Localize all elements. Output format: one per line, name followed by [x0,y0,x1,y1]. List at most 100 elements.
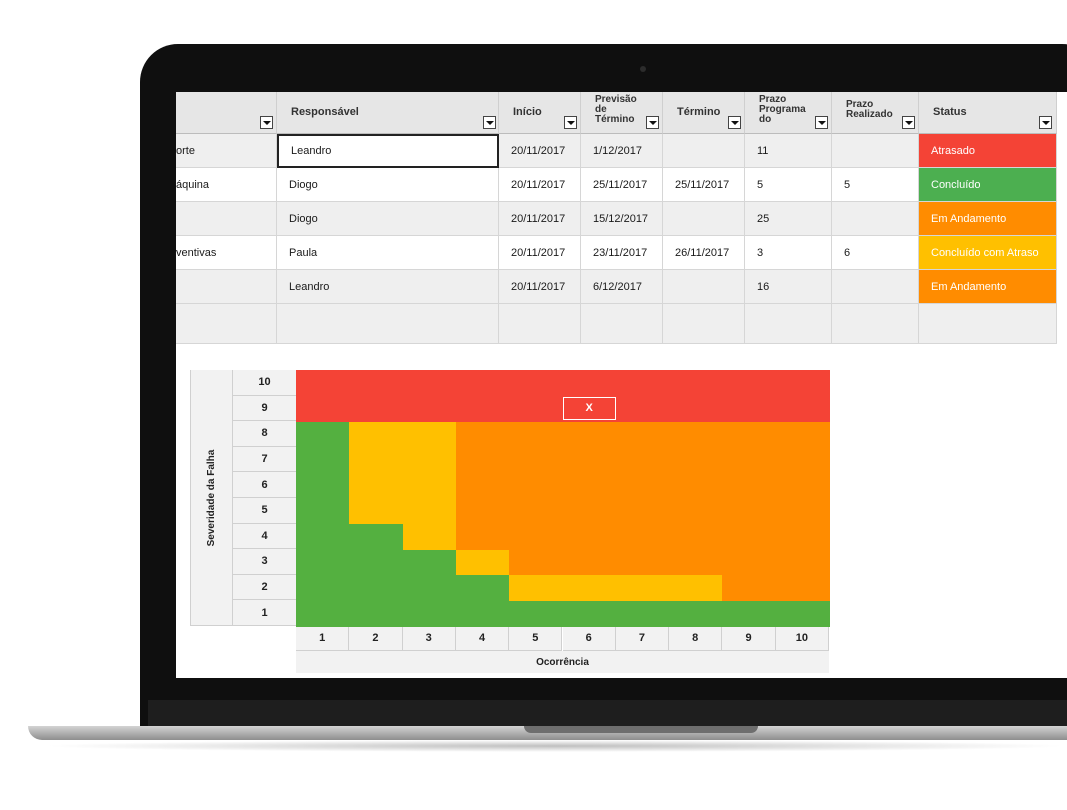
matrix-cell [669,523,723,550]
cell-previsao[interactable]: 23/11/2017 [581,236,663,270]
header-previsao-line1: Previsão [595,94,637,105]
cell-prazo-realizado[interactable] [832,202,919,236]
matrix-cell [775,446,830,473]
empty-cell[interactable] [663,304,745,344]
cell-inicio[interactable]: 20/11/2017 [499,270,581,304]
matrix-cell [775,549,830,576]
empty-cell[interactable] [745,304,832,344]
cell-inicio[interactable]: 20/11/2017 [499,202,581,236]
matrix-cell [615,421,670,448]
cell-termino[interactable]: 25/11/2017 [663,168,745,202]
cell-status[interactable]: Concluído [919,168,1057,202]
matrix-cell [509,574,564,601]
matrix-cell [455,498,510,525]
matrix-cell [615,600,670,627]
cell-prazo-realizado[interactable]: 5 [832,168,919,202]
header-prazo-realizado-line2: Realizado [846,109,893,120]
cell-prazo-programado[interactable]: 11 [745,134,832,168]
header-prazo-programado-line2: Programa [759,104,806,115]
cell-previsao[interactable]: 1/12/2017 [581,134,663,168]
header-prazo-programado: Prazo Programa do [745,92,832,134]
screen: Responsável Início Previsão de Término T… [176,92,1067,678]
cell-termino[interactable] [663,134,745,168]
cell-prazo-programado[interactable]: 5 [745,168,832,202]
cell-status[interactable]: Em Andamento [919,270,1057,304]
x-tick-label: 6 [562,626,616,651]
filter-dropdown-icon[interactable] [260,116,273,129]
filter-dropdown-icon[interactable] [1039,116,1052,129]
matrix-cell [669,600,723,627]
cell-inicio[interactable]: 20/11/2017 [499,236,581,270]
x-tick-label: 8 [669,626,723,651]
matrix-cell [402,446,457,473]
matrix-cell [775,523,830,550]
matrix-cell [775,574,830,601]
cell-prazo-realizado[interactable]: 6 [832,236,919,270]
cell-termino[interactable]: 26/11/2017 [663,236,745,270]
x-tick-label: 5 [509,626,563,651]
cell-activity[interactable] [176,270,277,304]
empty-cell[interactable] [176,304,277,344]
cell-prazo-programado[interactable]: 25 [745,202,832,236]
cell-previsao[interactable]: 15/12/2017 [581,202,663,236]
cell-previsao[interactable]: 25/11/2017 [581,168,663,202]
laptop-shadow [40,740,1067,752]
cell-prazo-programado[interactable]: 16 [745,270,832,304]
empty-cell[interactable] [499,304,581,344]
filter-dropdown-icon[interactable] [564,116,577,129]
cell-prazo-programado[interactable]: 3 [745,236,832,270]
cell-termino[interactable] [663,202,745,236]
cell-responsavel[interactable]: Diogo [277,168,499,202]
empty-cell[interactable] [919,304,1057,344]
matrix-cell [615,549,670,576]
matrix-cell [669,472,723,499]
cell-status[interactable]: Em Andamento [919,202,1057,236]
matrix-cell [669,395,723,422]
matrix-cell [296,498,350,525]
x-tick-label: 4 [455,626,510,651]
cell-responsavel[interactable]: Paula [277,236,499,270]
matrix-cell [669,574,723,601]
filter-dropdown-icon[interactable] [902,116,915,129]
cell-activity[interactable]: orte [176,134,277,168]
matrix-cell [562,421,617,448]
cell-inicio[interactable]: 20/11/2017 [499,134,581,168]
filter-dropdown-icon[interactable] [728,116,741,129]
matrix-cell [296,574,350,601]
matrix-cell [722,472,777,499]
matrix-cell [509,472,564,499]
cell-status[interactable]: Atrasado [919,134,1057,168]
cell-inicio[interactable]: 20/11/2017 [499,168,581,202]
cell-responsavel[interactable]: Diogo [277,202,499,236]
cell-termino[interactable] [663,270,745,304]
empty-cell[interactable] [277,304,499,344]
header-prazo-realizado-line1: Prazo [846,99,874,110]
filter-dropdown-icon[interactable] [815,116,828,129]
cell-responsavel[interactable]: Leandro [277,270,499,304]
matrix-cell [669,370,723,397]
cell-prazo-realizado[interactable] [832,134,919,168]
cell-activity[interactable]: ventivas [176,236,277,270]
filter-dropdown-icon[interactable] [646,116,659,129]
matrix-cell [296,600,350,627]
x-tick-label: 7 [615,626,670,651]
matrix-cell [669,549,723,576]
cell-responsavel[interactable]: Leandro [277,134,499,168]
filter-dropdown-icon[interactable] [483,116,496,129]
cell-prazo-realizado[interactable] [832,270,919,304]
header-activity [176,92,277,134]
cell-previsao[interactable]: 6/12/2017 [581,270,663,304]
matrix-cell [455,370,510,397]
risk-marker[interactable]: X [562,396,616,421]
matrix-cell [722,446,777,473]
empty-cell[interactable] [581,304,663,344]
cell-activity[interactable] [176,202,277,236]
empty-cell[interactable] [832,304,919,344]
matrix-cell [509,370,564,397]
header-prazo-programado-line1: Prazo [759,94,787,105]
cell-status[interactable]: Concluído com Atraso [919,236,1057,270]
matrix-cell [562,472,617,499]
matrix-cell [722,395,777,422]
matrix-cell [455,446,510,473]
cell-activity[interactable]: áquina [176,168,277,202]
